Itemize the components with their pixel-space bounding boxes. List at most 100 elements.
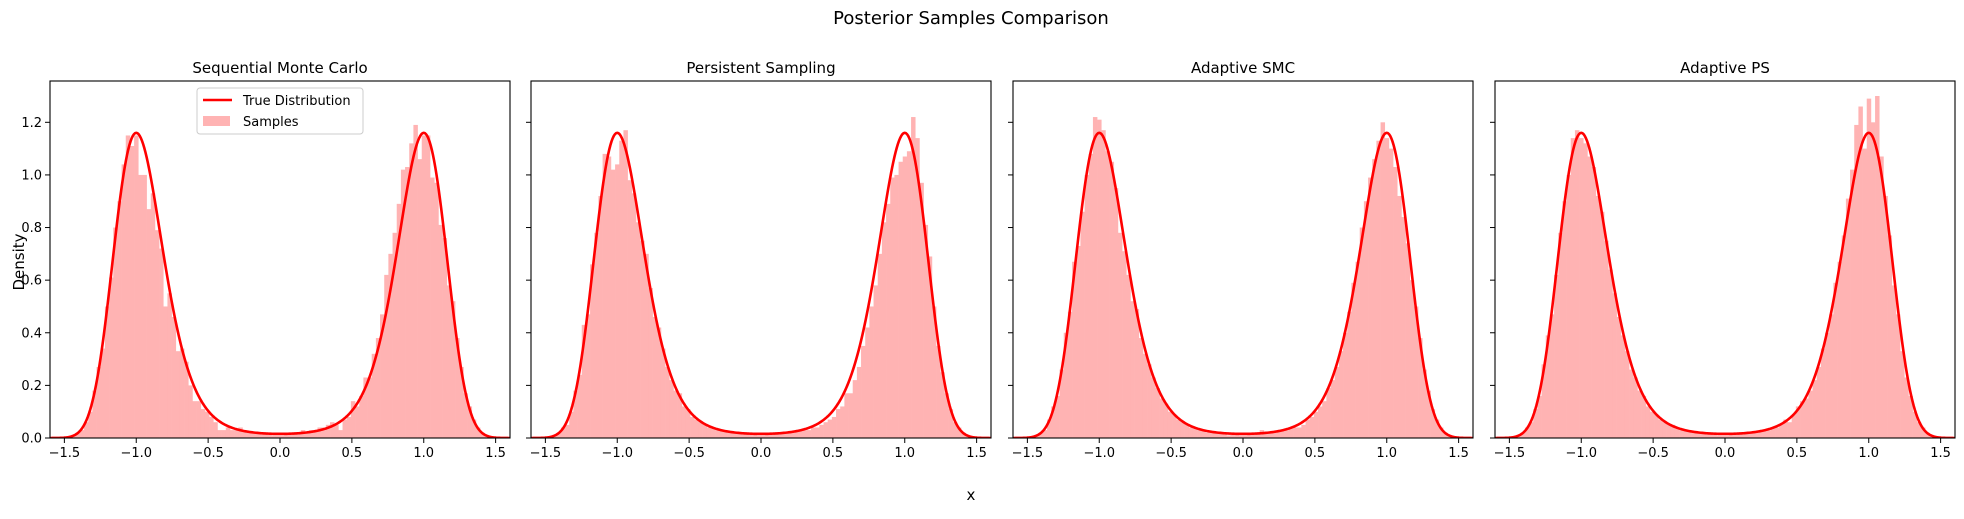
histogram-bar [388, 253, 393, 438]
histogram-bar [652, 316, 658, 438]
histogram-bar [1201, 430, 1206, 438]
histogram-bar [710, 427, 716, 438]
histogram-bar [1234, 432, 1240, 438]
histogram-bar [1051, 406, 1056, 438]
histogram-bar [442, 238, 448, 438]
histogram-bar [1633, 377, 1638, 438]
histogram-bar [463, 393, 468, 438]
histogram-bar [915, 138, 920, 438]
histogram-bar [146, 209, 152, 438]
histogram-bar [1076, 245, 1081, 438]
histogram-bar [313, 430, 318, 438]
histogram-bar [367, 377, 373, 438]
histogram-bar [1658, 419, 1663, 438]
histogram-bar [1862, 148, 1868, 438]
histogram-bar [1176, 419, 1181, 438]
x-tick-label: 0.0 [1715, 446, 1736, 461]
histogram-bar [815, 427, 820, 438]
histogram-bar [1113, 188, 1119, 438]
histogram-bar [1192, 427, 1198, 438]
histogram-bar [129, 145, 135, 438]
histogram-bar [777, 432, 783, 438]
histogram-bar [1055, 395, 1060, 438]
histogram-bar [421, 135, 427, 438]
histogram-bar [1359, 227, 1365, 438]
histogram-bar [1067, 311, 1073, 438]
histogram-bar [1172, 414, 1177, 438]
histogram-bar [334, 424, 339, 438]
histogram-bar [1313, 411, 1319, 438]
histogram-bar [944, 393, 949, 438]
histogram-bar [1401, 217, 1406, 438]
histogram-bar [1900, 351, 1905, 438]
histogram-bar [1729, 432, 1734, 438]
histogram-bar [396, 203, 402, 438]
histogram-bar [1142, 353, 1148, 438]
histogram-bar [150, 193, 156, 438]
histogram-bar [1213, 432, 1219, 438]
x-tick-label: −1.5 [530, 446, 562, 461]
histogram-bar [1804, 398, 1809, 438]
histogram-bar [861, 345, 866, 438]
histogram-bar [1533, 409, 1538, 438]
histogram-bar [267, 432, 272, 438]
histogram-bar [1063, 332, 1069, 438]
histogram-bar [1138, 338, 1144, 438]
histogram-bar [1641, 395, 1647, 438]
histogram-bar [1608, 269, 1613, 438]
histogram-bar [280, 435, 285, 438]
histogram-bar [798, 430, 803, 438]
y-tick-label: 0.0 [21, 432, 42, 447]
histogram-bar [1405, 243, 1411, 438]
histogram-bar [1683, 430, 1688, 438]
histogram-bar [175, 351, 181, 438]
histogram-bar [1745, 432, 1751, 438]
x-tick-label: −1.0 [1083, 446, 1115, 461]
histogram-bar [1338, 351, 1344, 438]
histogram-bar [769, 432, 774, 438]
histogram-bar [581, 324, 587, 438]
true-distribution-line [531, 131, 991, 438]
histogram-bar [1758, 430, 1763, 438]
histogram-bar [1520, 432, 1526, 438]
histogram-bar [715, 430, 720, 438]
histogram-bar [109, 277, 114, 438]
x-tick-label: 0.5 [823, 446, 844, 461]
histogram-bar [1388, 148, 1394, 438]
histogram-bar [1217, 432, 1223, 438]
histogram-bar [1574, 130, 1580, 438]
histogram-bar [940, 372, 945, 438]
histogram-bar [1268, 432, 1273, 438]
histogram-bar [765, 432, 770, 438]
histogram-bar [425, 135, 431, 438]
histogram-bar [1750, 432, 1755, 438]
histogram-bar [438, 224, 443, 438]
histogram-bar [1188, 427, 1194, 438]
histogram-bar [1566, 174, 1572, 438]
histogram-bar [694, 419, 699, 438]
histogram-bar [1309, 416, 1315, 438]
histogram-bar [96, 366, 102, 438]
histogram-bar [104, 306, 110, 438]
histogram-bar [350, 401, 356, 438]
histogram-bar [1845, 198, 1851, 438]
histogram-bar [1251, 432, 1256, 438]
histogram-bar [409, 143, 414, 438]
histogram-bar [1795, 406, 1801, 438]
x-tick-label: 1.5 [966, 446, 987, 461]
histogram-bar [1775, 427, 1780, 438]
histogram-bar [1372, 159, 1377, 438]
histogram-bar [1322, 401, 1327, 438]
histogram-bar [781, 432, 787, 438]
histogram-bar [877, 253, 883, 438]
histogram-bar [598, 195, 603, 438]
histogram-bar [1334, 366, 1340, 438]
histogram-bar [952, 422, 958, 438]
histogram-bar [565, 424, 570, 438]
histogram-bar [1209, 432, 1215, 438]
histogram-bar [117, 201, 122, 438]
histogram-bar [292, 432, 297, 438]
suptitle: Posterior Samples Comparison [833, 8, 1109, 29]
histogram-bar [1263, 432, 1269, 438]
histogram-bar [142, 174, 147, 438]
